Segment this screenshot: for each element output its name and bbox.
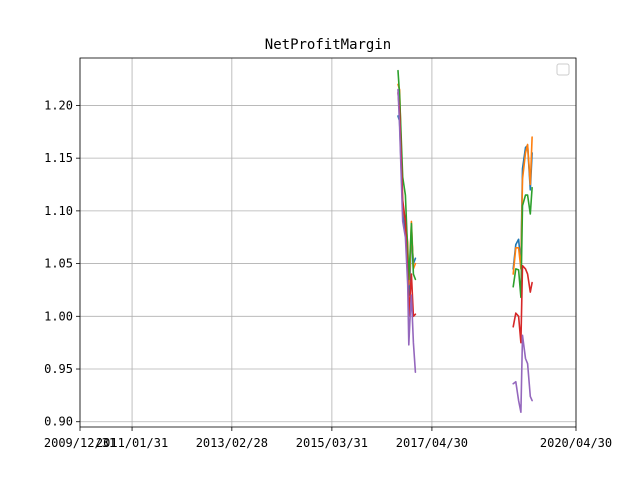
x-tick-label: 2017/04/30 bbox=[396, 436, 468, 450]
legend-box bbox=[556, 63, 570, 76]
y-tick-label: 1.10 bbox=[44, 204, 73, 218]
x-tick-label: 2015/03/31 bbox=[296, 436, 368, 450]
plot-area-frame bbox=[79, 57, 577, 428]
y-tick-label: 0.95 bbox=[44, 362, 73, 376]
x-tick-label: 2009/12/31 bbox=[44, 436, 116, 450]
y-tick-label: 1.15 bbox=[44, 151, 73, 165]
grid bbox=[79, 58, 577, 427]
series-line-5 bbox=[397, 88, 417, 374]
series-line-5 bbox=[512, 334, 533, 414]
series-line-4 bbox=[397, 92, 417, 318]
series-line-3 bbox=[512, 186, 533, 299]
y-tick-label: 1.05 bbox=[44, 257, 73, 271]
x-tick-label: 2013/02/28 bbox=[196, 436, 268, 450]
y-tick-label: 1.20 bbox=[44, 98, 73, 112]
chart-title: NetProfitMargin bbox=[265, 37, 391, 53]
x-tick-label: 2020/04/30 bbox=[540, 436, 612, 450]
x-tick-label: 2011/01/31 bbox=[96, 436, 168, 450]
y-tick-label: 0.90 bbox=[44, 415, 73, 429]
y-tick-label: 1.00 bbox=[44, 309, 73, 323]
series-line-4 bbox=[512, 264, 533, 344]
series-line-2 bbox=[512, 136, 533, 275]
series-group bbox=[397, 69, 533, 414]
